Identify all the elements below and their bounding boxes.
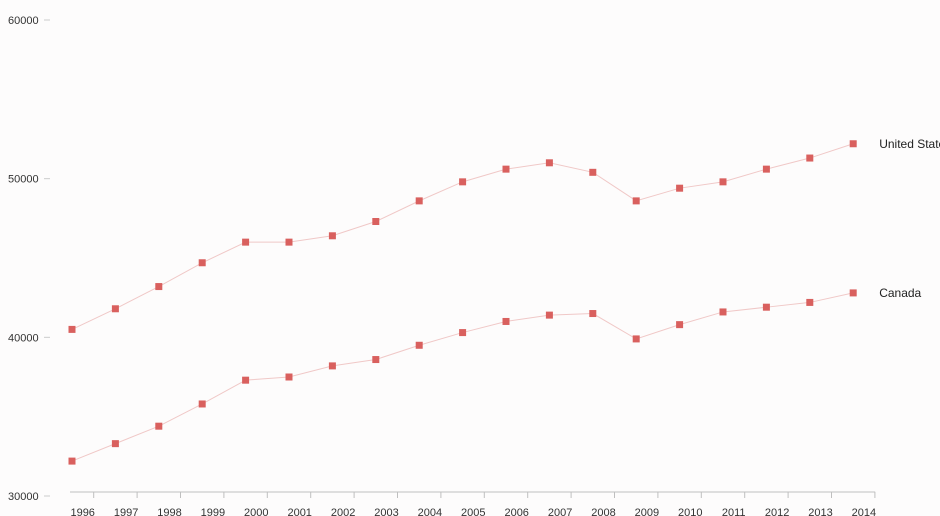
data-point [459, 178, 467, 186]
data-point [676, 184, 684, 192]
data-point [285, 238, 293, 246]
data-point [806, 154, 814, 162]
data-point [155, 283, 163, 291]
y-axis: 30000 40000 50000 60000 [8, 15, 50, 503]
x-tick-label: 2014 [852, 507, 876, 516]
series-canada: Canada [68, 286, 922, 465]
data-point [502, 165, 510, 173]
data-point [242, 238, 250, 246]
series-label: Canada [879, 286, 921, 300]
data-point [545, 311, 553, 319]
y-tick-label: 50000 [8, 174, 39, 186]
y-tick-label: 30000 [8, 491, 39, 503]
series-label: United States [879, 137, 940, 151]
x-tick-label: 1997 [114, 507, 138, 516]
x-axis: 1996 1997 1998 1999 2000 2001 2002 2003 2004 2005… [70, 491, 876, 516]
y-tick-label: 40000 [8, 332, 39, 344]
data-point [68, 457, 76, 465]
data-point [415, 341, 423, 349]
x-tick-label: 2012 [765, 507, 789, 516]
data-point [198, 259, 206, 267]
data-point [762, 303, 770, 311]
data-point [676, 321, 684, 329]
x-tick-label: 2001 [287, 507, 311, 516]
data-point [719, 308, 727, 316]
data-point [459, 329, 467, 337]
x-tick-label: 1996 [70, 507, 94, 516]
data-point [545, 159, 553, 167]
data-point [415, 197, 423, 205]
x-tick-label: 2007 [548, 507, 572, 516]
x-tick-label: 2002 [331, 507, 355, 516]
x-tick-label: 2010 [678, 507, 702, 516]
data-point [328, 232, 336, 240]
data-point [111, 440, 119, 448]
x-tick-label: 2004 [418, 507, 442, 516]
x-tick-label: 2005 [461, 507, 485, 516]
data-point [198, 400, 206, 408]
data-point [719, 178, 727, 186]
data-point [328, 362, 336, 370]
x-tick-label: 2008 [591, 507, 615, 516]
data-point [372, 218, 380, 226]
x-tick-label: 2013 [808, 507, 832, 516]
data-point [155, 422, 163, 430]
data-point [849, 140, 857, 148]
x-tick-label: 2000 [244, 507, 268, 516]
data-point [285, 373, 293, 381]
x-tick-label: 1999 [201, 507, 225, 516]
x-tick-label: 2003 [374, 507, 398, 516]
data-point [632, 335, 640, 343]
data-point [68, 325, 76, 333]
data-point [632, 197, 640, 205]
series-united-states: United States [68, 137, 940, 333]
x-tick-label: 2006 [504, 507, 528, 516]
data-point [372, 356, 380, 364]
series-layer: United States Canada [68, 137, 940, 465]
data-point [589, 310, 597, 318]
x-tick-label: 2009 [635, 507, 659, 516]
series-line [71, 143, 854, 330]
x-tick-label: 2011 [722, 507, 746, 516]
data-point [111, 305, 119, 313]
data-point [242, 376, 250, 384]
series-line [71, 292, 854, 462]
y-tick-label: 60000 [8, 15, 39, 27]
x-tick-label: 1998 [157, 507, 181, 516]
data-point [806, 298, 814, 306]
data-point [762, 165, 770, 173]
data-point [849, 289, 857, 297]
data-point [589, 168, 597, 176]
data-point [502, 317, 510, 325]
